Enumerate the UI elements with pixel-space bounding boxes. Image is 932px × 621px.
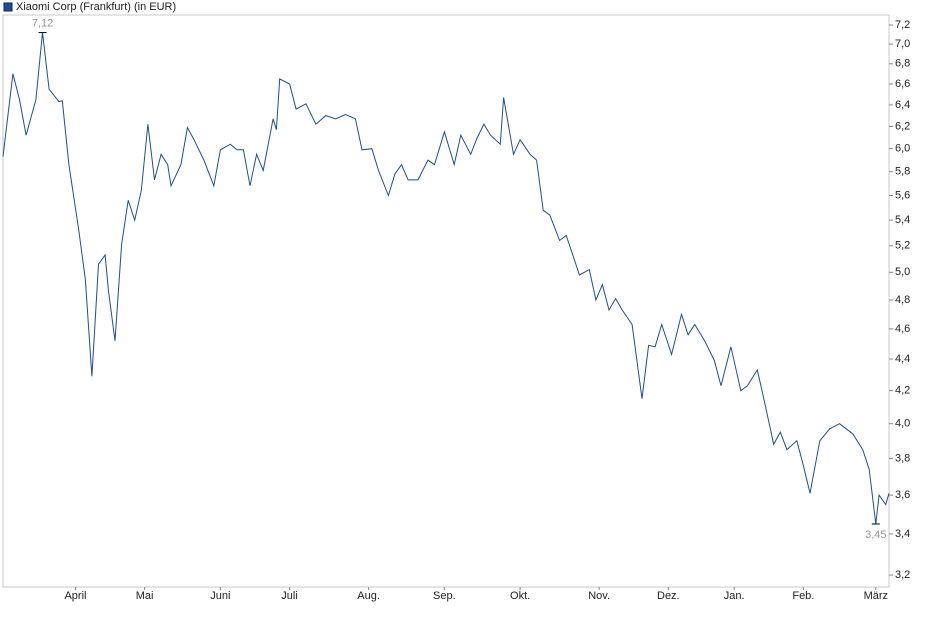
y-tick-label: 6,2 [895,120,910,132]
y-tick-label: 6,4 [895,99,910,111]
x-tick-label: Aug. [357,590,380,602]
legend-swatch [3,2,13,12]
y-tick-label: 7,0 [895,38,910,50]
x-tick-label: Juli [281,590,298,602]
x-tick-label: Dez. [657,590,680,602]
legend-label: Xiaomi Corp (Frankfurt) (in EUR) [16,1,176,13]
extreme-label: 7,12 [32,17,53,29]
y-tick-label: 6,6 [895,78,910,90]
y-tick-label: 4,8 [895,294,910,306]
y-tick-label: 6,0 [895,143,910,155]
y-tick-label: 4,4 [895,353,910,365]
y-tick-label: 6,8 [895,58,910,70]
y-tick-label: 4,0 [895,418,910,430]
x-tick-label: Okt. [510,590,530,602]
y-tick-label: 5,2 [895,240,910,252]
y-tick-label: 3,4 [895,528,910,540]
y-tick-label: 7,2 [895,19,910,31]
y-tick-label: 5,4 [895,214,910,226]
x-tick-label: April [64,590,86,602]
plot-area [2,14,890,588]
y-tick-label: 4,6 [895,323,910,335]
x-tick-label: Nov. [588,590,610,602]
price-line [2,32,890,525]
x-tick-label: Feb. [792,590,814,602]
x-tick-label: Juni [210,590,230,602]
y-tick-label: 3,6 [895,489,910,501]
y-tick-label: 3,2 [895,569,910,581]
y-tick-label: 3,8 [895,452,910,464]
y-tick-label: 5,0 [895,266,910,278]
x-tick-label: März [864,590,888,602]
y-tick-label: 5,6 [895,189,910,201]
x-tick-label: Mai [136,590,154,602]
y-tick-label: 4,2 [895,384,910,396]
y-tick-label: 5,8 [895,166,910,178]
x-tick-label: Sep. [433,590,456,602]
extreme-label: 3,45 [865,529,886,541]
x-tick-label: Jan. [724,590,745,602]
